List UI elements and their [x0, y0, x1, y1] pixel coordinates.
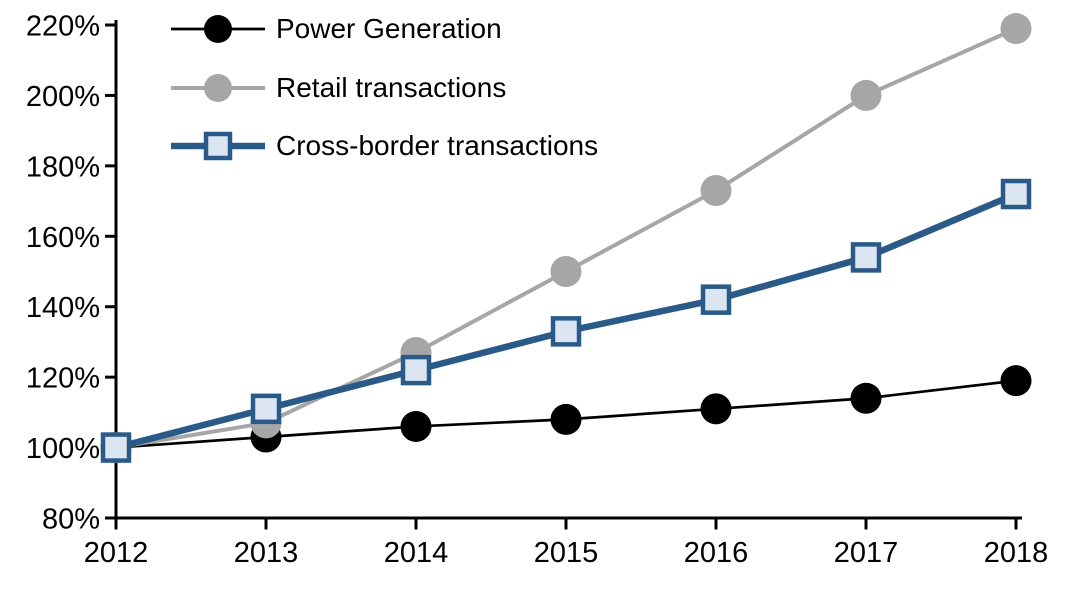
data-point-square	[550, 316, 582, 347]
y-axis-tick-label: 180%	[26, 151, 100, 183]
legend-marker-circle-icon	[171, 74, 265, 102]
legend-label: Cross-border transactions	[276, 130, 599, 161]
data-point-square	[100, 432, 132, 463]
data-point-square	[700, 284, 732, 315]
legend-item-power-generation: Power Generation	[170, 11, 502, 47]
x-axis-tick-label: 2013	[234, 537, 299, 569]
data-point-circle	[700, 175, 732, 207]
legend-label: Power Generation	[276, 13, 502, 44]
y-axis-tick-label: 80%	[42, 504, 100, 536]
data-point-circle	[400, 410, 432, 442]
data-point-circle	[1000, 13, 1032, 45]
x-axis-tick-label: 2015	[534, 537, 599, 569]
y-axis-tick-label: 120%	[26, 363, 100, 395]
data-point-circle	[1000, 365, 1032, 397]
x-axis-tick-label: 2017	[834, 537, 899, 569]
x-axis-tick-label: 2016	[684, 537, 749, 569]
y-axis-tick-label: 140%	[26, 292, 100, 324]
x-axis-tick-label: 2018	[984, 537, 1049, 569]
legend-marker-circle-icon	[171, 15, 265, 43]
legend-circle-icon	[204, 15, 232, 43]
x-axis-tick-label: 2014	[384, 537, 449, 569]
y-axis: 80% 100% 120% 140% 160% 180% 200% 220%	[26, 11, 115, 536]
data-point-circle	[700, 393, 732, 425]
data-point-circle	[550, 403, 582, 435]
data-point-circle	[850, 382, 882, 414]
y-axis-tick-label: 220%	[26, 11, 100, 43]
data-point-circle	[550, 256, 582, 287]
legend-label: Retail transactions	[276, 72, 507, 103]
legend-item-retail-transactions: Retail transactions	[170, 70, 506, 106]
legend-marker-square-icon	[171, 131, 265, 161]
data-point-square	[1000, 178, 1032, 210]
y-axis-tick-label: 200%	[26, 81, 100, 113]
legend-square-icon	[203, 131, 233, 161]
series-cross-border-transactions	[100, 178, 1032, 463]
data-point-circle	[850, 79, 882, 111]
y-axis-tick-label: 100%	[26, 433, 100, 465]
data-point-square	[250, 393, 282, 425]
x-axis-tick-label: 2012	[84, 537, 149, 569]
x-axis: 2012 2013 2014 2015 2016 2017 2018	[84, 519, 1049, 569]
legend-item-cross-border-transactions: Cross-border transactions	[170, 128, 598, 164]
data-point-square	[400, 354, 432, 386]
data-point-square	[850, 242, 882, 273]
legend-circle-icon	[204, 74, 232, 102]
y-axis-tick-label: 160%	[26, 222, 100, 254]
